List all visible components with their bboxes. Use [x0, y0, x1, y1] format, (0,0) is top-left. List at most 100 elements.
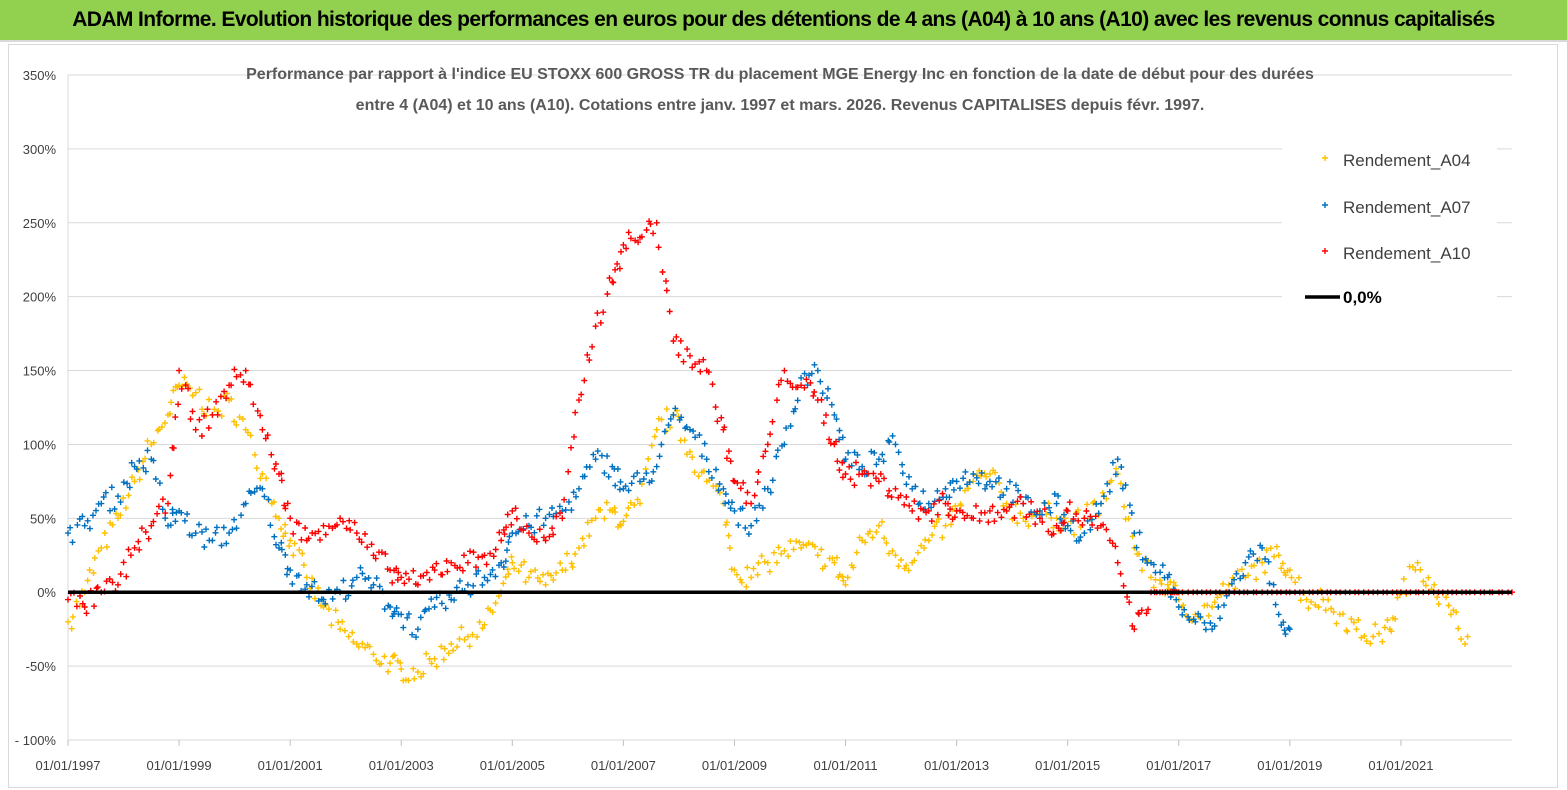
- data-point: [423, 650, 430, 657]
- data-point: [756, 502, 763, 509]
- data-point: [634, 496, 641, 503]
- data-point: [273, 541, 279, 548]
- data-point: [1280, 619, 1287, 626]
- data-point: [176, 382, 183, 389]
- y-tick-label: -50%: [26, 659, 57, 674]
- data-point: [781, 367, 788, 374]
- data-point: [1179, 611, 1186, 618]
- data-point: [853, 549, 860, 556]
- data-point: [722, 491, 729, 497]
- data-point: [1278, 565, 1285, 572]
- data-point: [1286, 626, 1293, 633]
- data-point: [1114, 559, 1121, 566]
- data-point: [231, 366, 238, 373]
- data-point: [697, 368, 704, 375]
- data-point: [395, 569, 402, 576]
- data-point: [414, 669, 421, 675]
- data-point: [1064, 507, 1071, 514]
- data-point: [778, 550, 785, 557]
- data-point: [433, 594, 440, 601]
- data-point: [1344, 628, 1351, 635]
- data-point: [986, 478, 993, 485]
- data-point: [65, 596, 71, 603]
- data-point: [247, 490, 254, 496]
- data-point: [698, 453, 705, 460]
- data-point: [546, 533, 553, 540]
- data-point: [1036, 515, 1043, 522]
- data-point: [526, 574, 532, 581]
- legend-label: Rendement_A07: [1343, 198, 1471, 217]
- data-point: [590, 451, 597, 458]
- data-point: [769, 477, 776, 484]
- data-point: [138, 525, 145, 532]
- data-point: [1275, 611, 1282, 618]
- data-point: [381, 653, 388, 660]
- data-point: [376, 583, 383, 590]
- data-point: [1061, 519, 1068, 526]
- data-point: [842, 471, 849, 477]
- data-point: [479, 581, 486, 588]
- data-point: [175, 401, 182, 408]
- data-point: [839, 573, 846, 580]
- data-point: [701, 440, 708, 447]
- data-point: [120, 559, 127, 566]
- data-point: [658, 441, 665, 448]
- y-tick-label: 350%: [23, 68, 57, 83]
- data-point: [481, 621, 488, 628]
- data-point: [556, 503, 563, 510]
- data-point: [723, 455, 730, 462]
- legend-background: [1282, 132, 1497, 320]
- data-point: [1453, 609, 1460, 616]
- data-point: [761, 558, 768, 565]
- data-point: [1379, 638, 1386, 645]
- data-point: [735, 522, 742, 529]
- data-point: [643, 227, 650, 233]
- data-point: [142, 468, 149, 475]
- data-point: [921, 545, 928, 552]
- data-point: [267, 522, 274, 529]
- data-point: [764, 559, 771, 566]
- data-point: [564, 550, 570, 557]
- data-point: [218, 413, 225, 420]
- data-point: [454, 643, 461, 650]
- data-point: [580, 542, 587, 549]
- data-point: [845, 449, 852, 456]
- data-point: [833, 416, 840, 423]
- data-point: [1089, 522, 1096, 528]
- data-point: [562, 567, 569, 574]
- data-point: [162, 420, 168, 426]
- data-point: [881, 475, 887, 482]
- data-point: [1400, 576, 1407, 582]
- data-point: [568, 560, 575, 567]
- data-point: [484, 577, 491, 584]
- data-point: [167, 472, 174, 479]
- data-point: [873, 461, 880, 468]
- data-point: [703, 456, 710, 463]
- data-point: [834, 458, 841, 465]
- data-point: [490, 553, 497, 560]
- data-point: [394, 576, 401, 583]
- data-point: [658, 416, 665, 423]
- data-point: [884, 492, 891, 499]
- data-point: [731, 507, 738, 514]
- data-point: [81, 604, 88, 610]
- data-point: [500, 580, 507, 587]
- data-point: [309, 575, 316, 582]
- data-point: [475, 567, 482, 574]
- data-point: [934, 487, 941, 494]
- data-point: [1367, 640, 1374, 647]
- data-point: [498, 537, 505, 544]
- data-point: [254, 407, 261, 414]
- data-point: [1281, 627, 1288, 634]
- data-point: [231, 516, 238, 523]
- data-point: [417, 614, 424, 621]
- data-point: [479, 625, 486, 632]
- data-point: [295, 572, 302, 579]
- data-point: [670, 411, 677, 418]
- data-point: [98, 500, 105, 507]
- data-point: [509, 559, 516, 566]
- data-point: [397, 659, 404, 666]
- data-point: [775, 381, 782, 388]
- data-point: [1117, 480, 1124, 487]
- data-point: [601, 470, 608, 477]
